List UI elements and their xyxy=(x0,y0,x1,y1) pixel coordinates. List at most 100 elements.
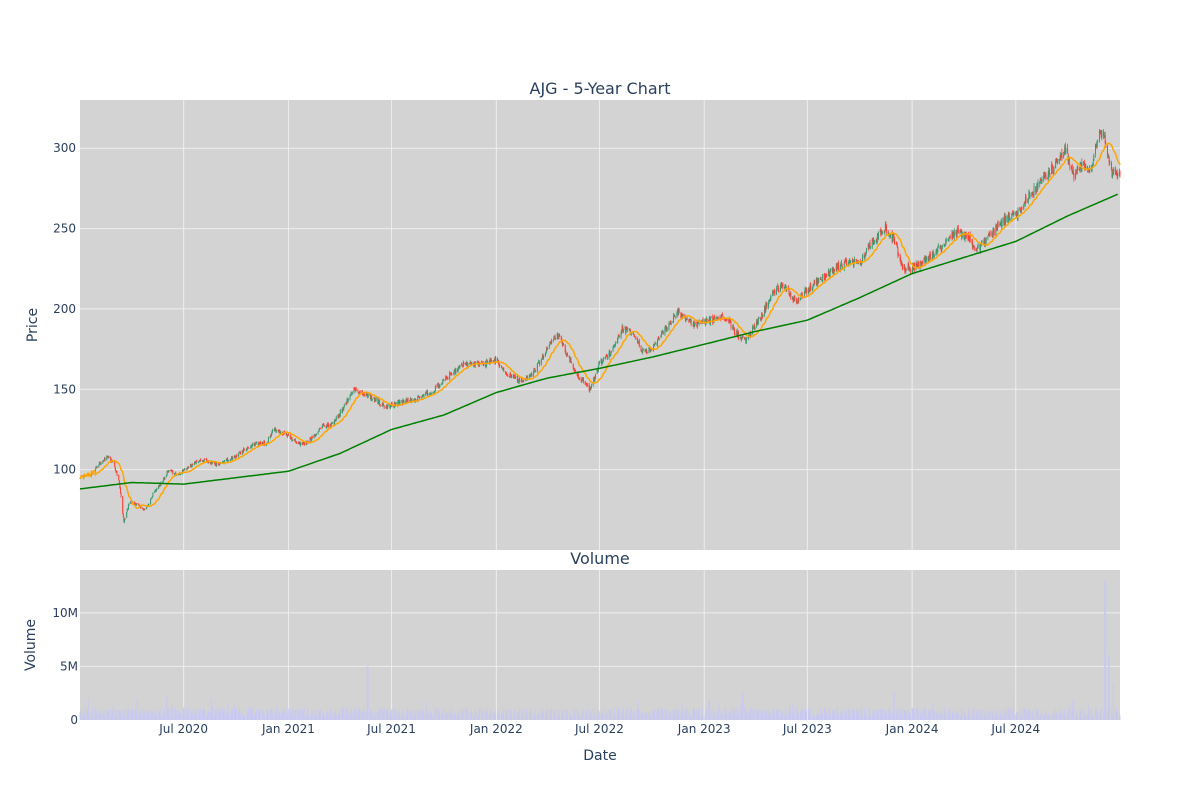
volume-bar xyxy=(995,708,997,720)
volume-bar xyxy=(543,709,545,720)
volume-bar xyxy=(869,710,871,720)
volume-bar xyxy=(937,712,939,720)
volume-bar xyxy=(493,713,494,720)
candle-body xyxy=(1059,158,1061,162)
candle-body xyxy=(865,253,867,255)
volume-bar xyxy=(956,712,957,720)
candle-body xyxy=(660,335,662,338)
volume-bar xyxy=(1085,714,1087,720)
candle-body xyxy=(496,358,498,362)
volume-bar xyxy=(363,712,365,720)
volume-bar xyxy=(1109,655,1111,720)
candle-body xyxy=(738,337,740,339)
candle-body xyxy=(162,480,164,482)
candle-body xyxy=(371,398,373,400)
x-tick-label: Jul 2021 xyxy=(366,722,416,736)
candle-body xyxy=(720,314,722,320)
candle-body xyxy=(525,379,527,381)
candle-body xyxy=(294,439,296,441)
candle-body xyxy=(1041,179,1043,182)
volume-bar xyxy=(744,708,746,720)
volume-bar xyxy=(568,711,570,720)
volume-bar xyxy=(951,712,953,720)
candle-body xyxy=(876,241,878,244)
volume-bar xyxy=(118,709,120,720)
volume-bar xyxy=(753,707,755,720)
volume-bar xyxy=(1057,715,1059,720)
candle-body xyxy=(278,430,280,432)
volume-bar xyxy=(295,710,297,720)
volume-bar xyxy=(319,709,321,720)
candle-body xyxy=(909,267,911,271)
candle-body xyxy=(1015,211,1017,216)
candle-body xyxy=(1069,164,1071,169)
volume-bar xyxy=(749,712,751,720)
sma-short-line xyxy=(79,142,1121,510)
candle-body xyxy=(1068,157,1070,165)
volume-bar xyxy=(585,709,587,720)
volume-bar xyxy=(736,707,738,720)
candle-body xyxy=(183,469,185,471)
volume-bar xyxy=(463,708,465,720)
candle-body xyxy=(1031,191,1033,194)
volume-bar xyxy=(431,715,433,720)
volume-bar xyxy=(696,708,698,720)
volume-bar xyxy=(418,716,420,720)
volume-bar xyxy=(738,713,739,720)
volume-bar xyxy=(753,715,755,720)
candle-body xyxy=(685,318,687,321)
volume-bar xyxy=(88,698,89,720)
volume-bar xyxy=(1044,709,1046,720)
candle-body xyxy=(813,282,815,285)
volume-bar xyxy=(223,712,224,720)
candle-body xyxy=(350,395,352,397)
candle-body xyxy=(435,385,437,388)
volume-bar xyxy=(656,710,658,720)
volume-bar xyxy=(800,711,801,720)
volume-bar xyxy=(120,714,122,720)
volume-bar xyxy=(240,714,242,720)
candle-body xyxy=(570,358,572,363)
volume-bar xyxy=(138,715,140,720)
candle-body xyxy=(450,373,452,375)
volume-bar xyxy=(462,708,464,720)
volume-bar xyxy=(916,711,918,720)
candle-body xyxy=(705,323,707,325)
candle-body xyxy=(539,361,541,365)
candle-body xyxy=(548,344,550,348)
candle-body xyxy=(584,381,586,384)
volume-bar xyxy=(916,707,918,720)
volume-bar xyxy=(337,714,339,720)
candle-body xyxy=(1077,167,1079,170)
volume-bar xyxy=(601,715,603,720)
candle-body xyxy=(358,393,360,395)
candle-body xyxy=(449,372,451,380)
volume-bar xyxy=(688,710,690,720)
volume-bar xyxy=(415,714,416,720)
candle-body xyxy=(776,287,778,289)
candle-body xyxy=(589,386,591,390)
candle-body xyxy=(532,372,534,377)
volume-bar xyxy=(865,713,866,720)
candle-body xyxy=(971,241,973,249)
candle-body xyxy=(549,341,551,343)
candle-body xyxy=(367,394,369,398)
volume-bar xyxy=(580,710,582,720)
volume-bar xyxy=(200,713,202,720)
candle-body xyxy=(923,258,925,264)
volume-bar xyxy=(844,715,846,720)
volume-bar xyxy=(969,707,971,720)
candle-body xyxy=(821,279,823,281)
volume-bar xyxy=(768,714,769,720)
candle-body xyxy=(399,400,401,405)
volume-bar xyxy=(374,713,376,720)
candle-body xyxy=(155,488,157,491)
candle-body xyxy=(1047,178,1049,180)
volume-bar xyxy=(904,710,906,720)
candle-body xyxy=(409,398,411,402)
candle-body xyxy=(696,322,698,327)
volume-bar xyxy=(669,709,671,720)
candle-body xyxy=(387,404,389,406)
candle-body xyxy=(860,261,862,265)
candle-body xyxy=(1011,213,1013,219)
